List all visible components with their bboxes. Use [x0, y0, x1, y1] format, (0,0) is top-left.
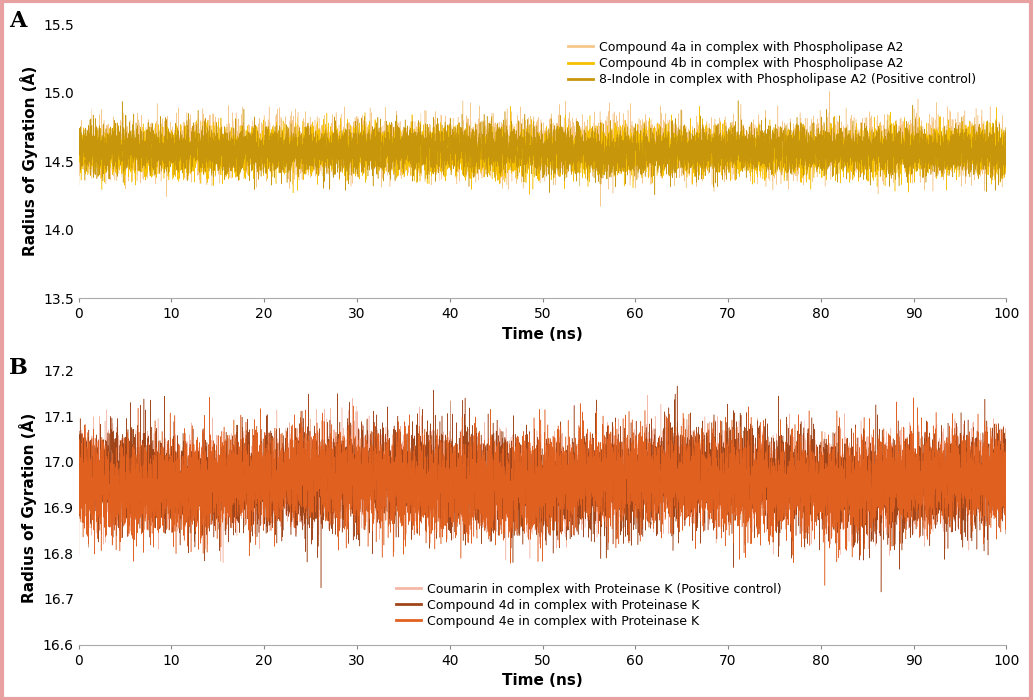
- Text: A: A: [9, 10, 27, 32]
- Legend: Compound 4a in complex with Phospholipase A2, Compound 4b in complex with Phosph: Compound 4a in complex with Phospholipas…: [563, 36, 981, 91]
- Text: B: B: [9, 357, 28, 379]
- Y-axis label: Radius of Gyration (Å): Radius of Gyration (Å): [20, 412, 37, 603]
- Legend: Coumarin in complex with Proteinase K (Positive control), Compound 4d in complex: Coumarin in complex with Proteinase K (P…: [390, 578, 787, 633]
- X-axis label: Time (ns): Time (ns): [502, 327, 583, 342]
- X-axis label: Time (ns): Time (ns): [502, 673, 583, 688]
- Y-axis label: Radius of Gyration (Å): Radius of Gyration (Å): [20, 66, 37, 256]
